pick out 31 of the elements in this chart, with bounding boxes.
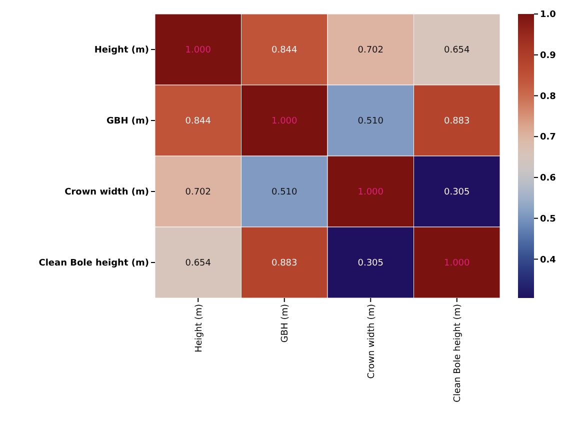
data-label: 1.000 — [271, 116, 298, 127]
data-label: 0.305 — [358, 258, 384, 269]
color-bar-label: 0.6 — [540, 174, 556, 184]
data-label: 0.654 — [444, 46, 470, 56]
data-label: 0.702 — [185, 188, 212, 198]
color-bar-label: 0.9 — [540, 51, 556, 62]
color-bar-label: 0.5 — [540, 214, 556, 224]
data-label: 1.000 — [185, 46, 212, 56]
data-label: 1.000 — [358, 188, 384, 198]
y-tick-label: Clean Bole height (m) — [38, 258, 149, 269]
data-label: 0.510 — [271, 188, 298, 198]
data-label: 0.702 — [358, 46, 384, 56]
data-label: 0.510 — [358, 116, 384, 127]
x-tick-label: Height (m) — [194, 304, 204, 352]
y-tick-label: Crown width (m) — [64, 188, 149, 198]
data-label: 1.000 — [444, 258, 470, 269]
y-tick-label: Height (m) — [94, 46, 149, 56]
color-bar-label: 1.0 — [540, 10, 556, 20]
data-label: 0.844 — [185, 116, 212, 127]
color-bar-label: 0.4 — [540, 255, 556, 266]
x-tick-label: GBH (m) — [280, 304, 291, 343]
data-label: 0.654 — [185, 258, 212, 269]
color-bar-label: 0.8 — [540, 92, 556, 102]
y-tick-label: GBH (m) — [106, 116, 149, 127]
color-bar-label: 0.7 — [540, 132, 556, 143]
x-tick-label: Crown width (m) — [366, 304, 377, 379]
data-label: 0.305 — [444, 188, 470, 198]
x-tick-label: Clean Bole height (m) — [453, 304, 464, 402]
data-label: 0.883 — [444, 116, 470, 127]
data-label: 0.844 — [271, 46, 298, 56]
data-label: 0.883 — [271, 258, 298, 269]
